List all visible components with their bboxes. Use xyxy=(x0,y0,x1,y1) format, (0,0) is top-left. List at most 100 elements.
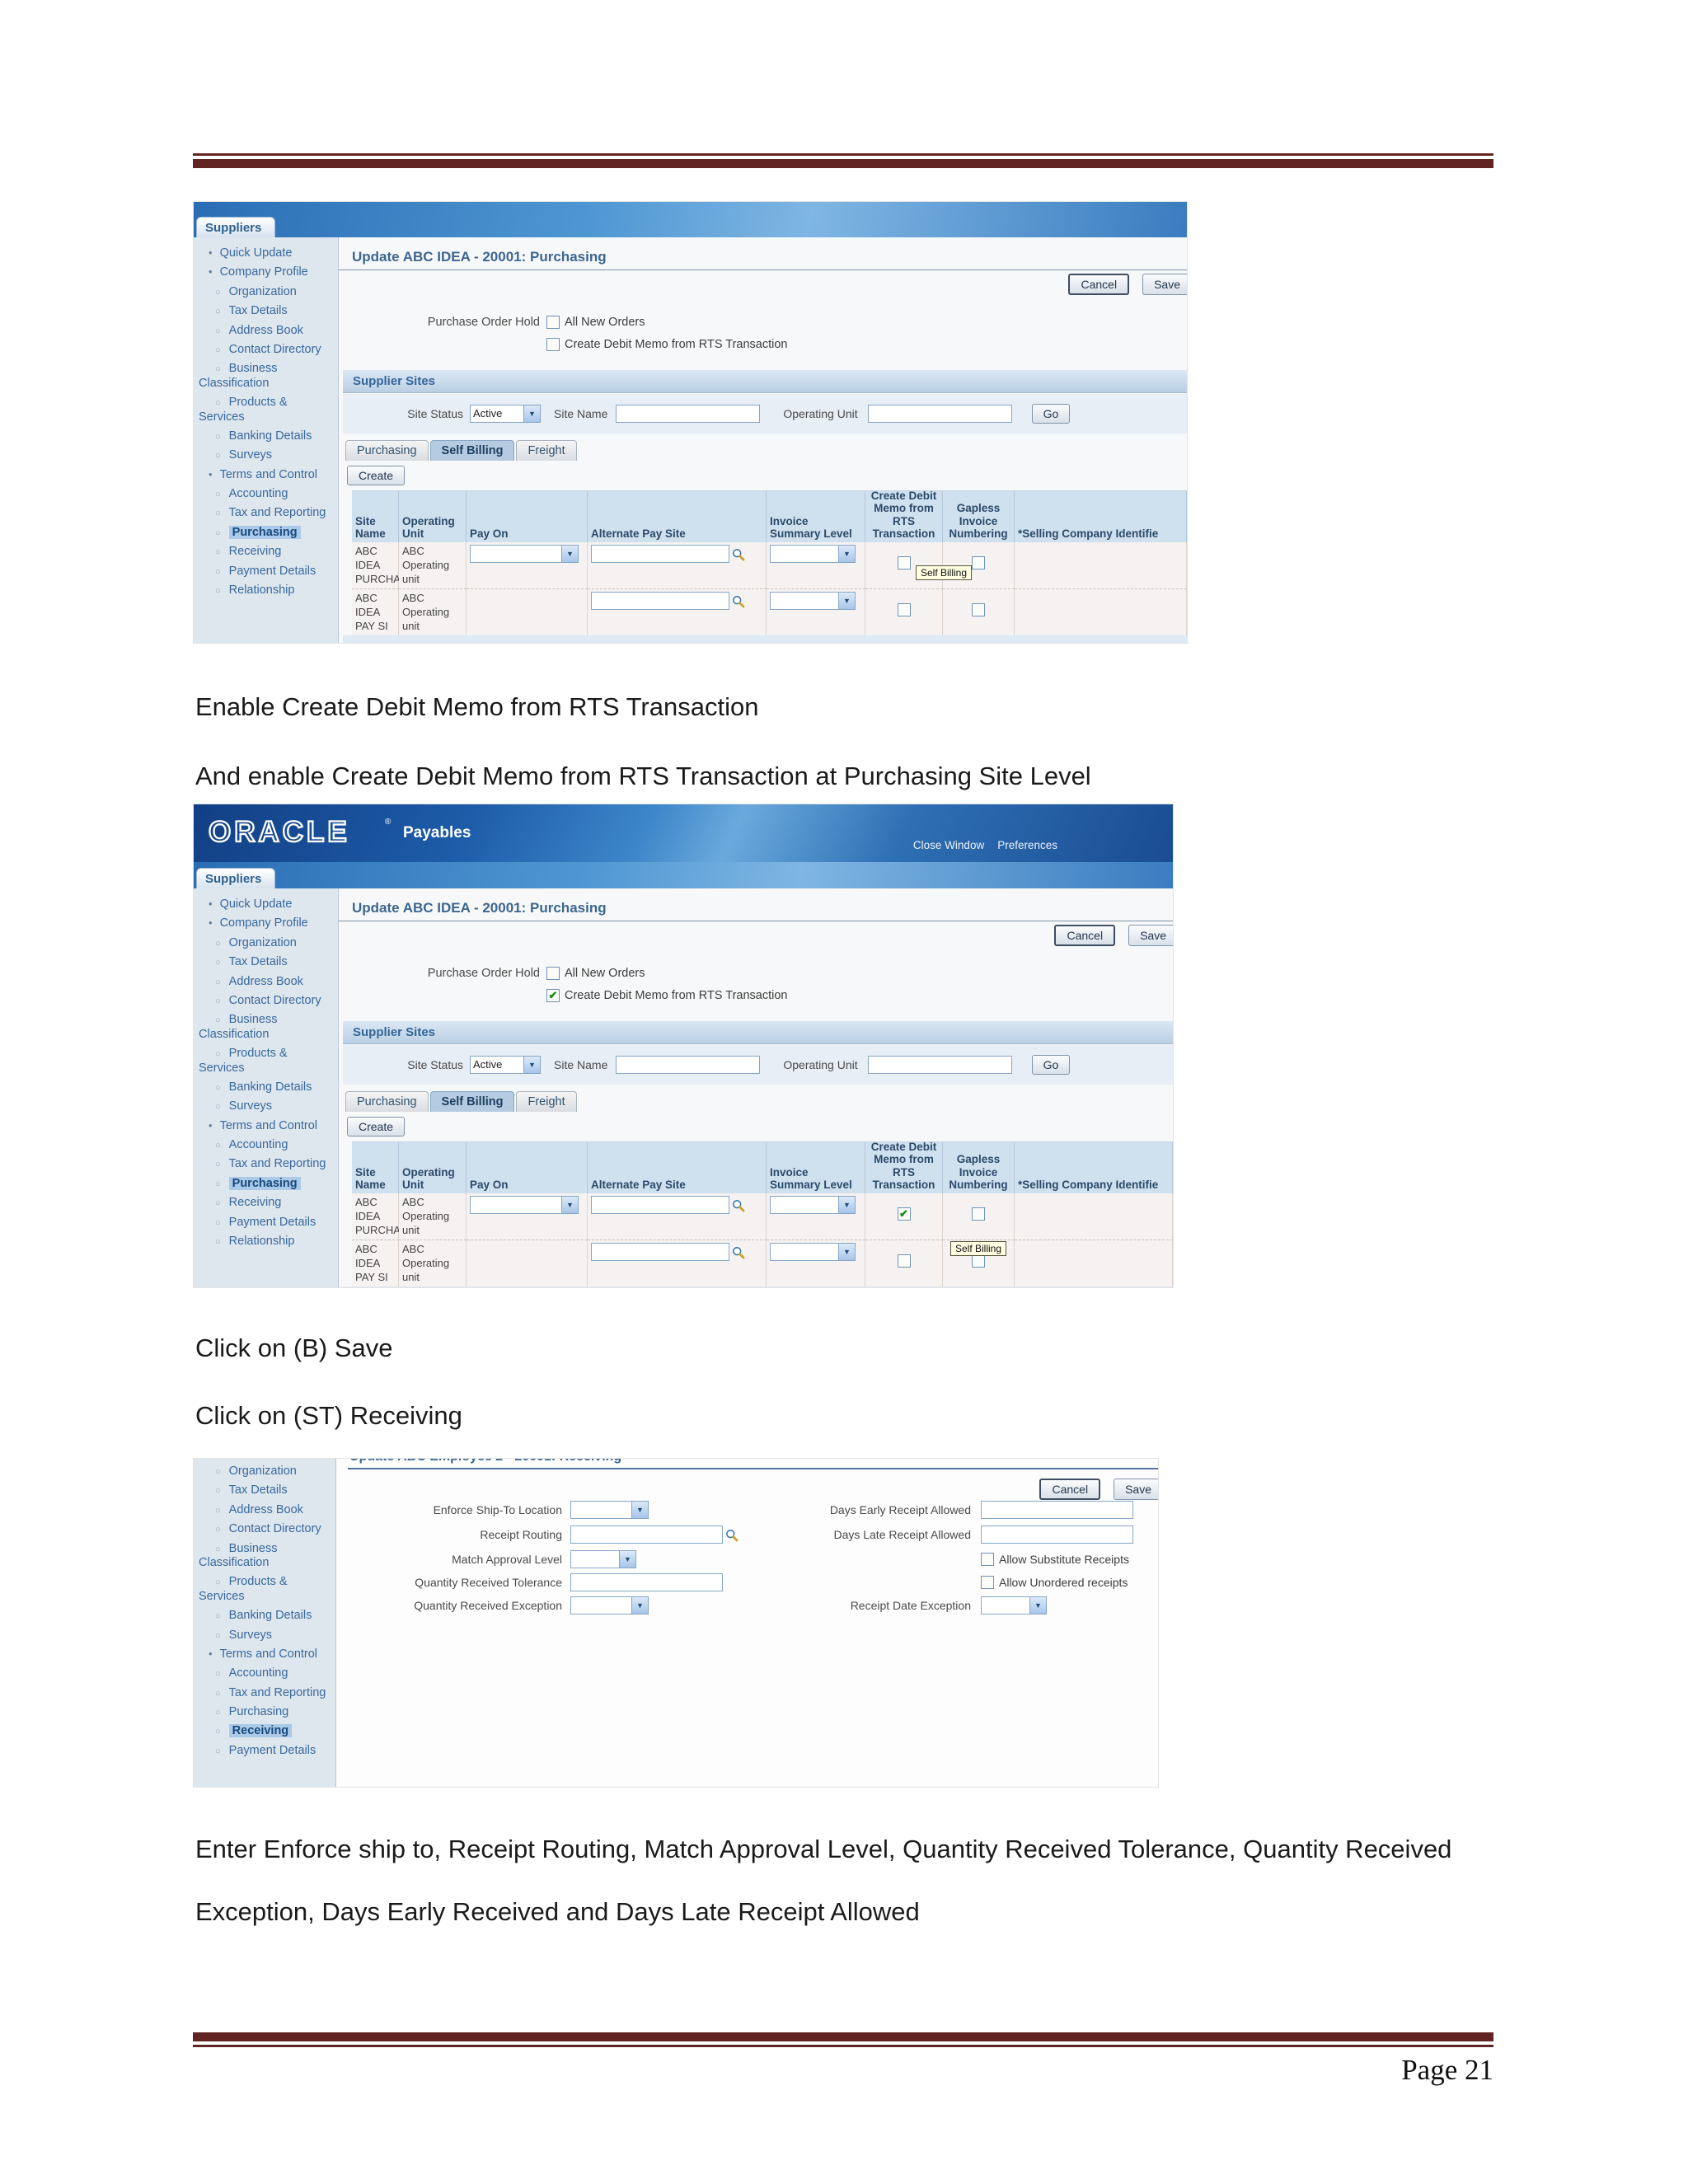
chevron-down-icon[interactable]: ▼ xyxy=(631,1597,648,1614)
invoice-summary-level-select[interactable]: ▼ xyxy=(770,1243,856,1261)
sidebar-item-payment-details[interactable]: ○ Payment Details xyxy=(194,562,338,581)
sidebar-item-organization[interactable]: ○ Organization xyxy=(194,1462,335,1481)
sidebar-item-purchasing[interactable]: ○ Purchasing xyxy=(194,1703,335,1722)
sidebar-item-terms-and-control[interactable]: • Terms and Control xyxy=(194,466,338,485)
chevron-down-icon[interactable]: ▼ xyxy=(561,1197,578,1213)
go-button[interactable]: Go xyxy=(1031,404,1071,424)
allow-unordered-receipts-checkbox[interactable] xyxy=(981,1576,994,1589)
search-icon[interactable] xyxy=(725,1529,738,1542)
sidebar-item-payment-details[interactable]: ○ Payment Details xyxy=(194,1741,335,1760)
chevron-down-icon[interactable]: ▼ xyxy=(523,1057,540,1073)
sidebar-item-contact-directory[interactable]: ○ Contact Directory xyxy=(194,991,338,1010)
row-create-debit-memo-checkbox[interactable] xyxy=(897,555,911,569)
sidebar-item-tax-and-reporting[interactable]: ○ Tax and Reporting xyxy=(194,504,338,523)
cancel-button[interactable]: Cancel xyxy=(1039,1479,1101,1500)
row-create-debit-memo-checkbox[interactable] xyxy=(897,1254,911,1268)
sidebar-item-products-services[interactable]: ○ Products & Services xyxy=(194,1044,338,1078)
search-icon[interactable] xyxy=(732,548,745,561)
sidebar-item-contact-directory[interactable]: ○ Contact Directory xyxy=(194,340,338,359)
sidebar-item-payment-details[interactable]: ○ Payment Details xyxy=(194,1213,338,1232)
site-name-input[interactable] xyxy=(616,1056,761,1074)
sidebar-item-business-classification[interactable]: ○ Business Classification xyxy=(194,359,338,393)
sidebar-item-accounting[interactable]: ○ Accounting xyxy=(194,1664,335,1683)
sidebar-item-address-book[interactable]: ○ Address Book xyxy=(194,1501,335,1520)
sidebar-item-tax-details[interactable]: ○ Tax Details xyxy=(194,1481,335,1500)
cancel-button[interactable]: Cancel xyxy=(1068,274,1130,295)
sidebar-item-banking-details[interactable]: ○ Banking Details xyxy=(194,1078,338,1097)
sidebar-item-purchasing[interactable]: ○ Purchasing xyxy=(194,1174,338,1193)
sidebar-item-accounting[interactable]: ○ Accounting xyxy=(194,485,338,504)
save-button[interactable]: Save xyxy=(1128,925,1173,946)
quantity-received-tolerance-input[interactable] xyxy=(570,1573,723,1591)
sidebar-item-tax-details[interactable]: ○ Tax Details xyxy=(194,953,338,972)
pay-on-select[interactable]: ▼ xyxy=(470,1196,579,1214)
pay-on-select[interactable]: ▼ xyxy=(470,545,579,563)
sidebar-item-products-services[interactable]: ○ Products & Services xyxy=(194,1572,335,1606)
search-icon[interactable] xyxy=(732,1246,745,1259)
search-icon[interactable] xyxy=(732,595,745,608)
sidebar-item-tax-and-reporting[interactable]: ○ Tax and Reporting xyxy=(194,1684,335,1703)
sidebar-item-organization[interactable]: ○ Organization xyxy=(194,283,338,302)
row-gapless-invoice-checkbox[interactable] xyxy=(972,555,985,569)
create-debit-memo-checkbox[interactable]: ✔ xyxy=(546,989,560,1002)
create-button[interactable]: Create xyxy=(347,1117,406,1137)
sidebar-item-quick-update[interactable]: • Quick Update xyxy=(194,244,338,263)
sidebar-item-tax-details[interactable]: ○ Tax Details xyxy=(194,302,338,321)
receipt-routing-input[interactable] xyxy=(570,1526,723,1544)
chevron-down-icon[interactable]: ▼ xyxy=(1029,1597,1046,1614)
alternate-pay-site-input[interactable] xyxy=(591,1196,729,1214)
tab-freight[interactable]: Freight xyxy=(516,1091,577,1112)
sidebar-item-relationship[interactable]: ○ Relationship xyxy=(194,1232,338,1251)
days-early-receipt-allowed-input[interactable] xyxy=(981,1501,1133,1519)
sidebar-item-receiving[interactable]: ○ Receiving xyxy=(194,1193,338,1212)
sidebar-item-surveys[interactable]: ○ Surveys xyxy=(194,1097,338,1116)
alternate-pay-site-input[interactable] xyxy=(591,1243,729,1261)
sidebar-item-purchasing[interactable]: ○ Purchasing xyxy=(194,523,338,542)
tab-purchasing[interactable]: Purchasing xyxy=(345,1091,429,1112)
invoice-summary-level-select[interactable]: ▼ xyxy=(770,592,856,610)
sidebar-item-organization[interactable]: ○ Organization xyxy=(194,934,338,953)
alternate-pay-site-input[interactable] xyxy=(591,592,729,610)
all-new-orders-checkbox[interactable] xyxy=(546,967,560,980)
chevron-down-icon[interactable]: ▼ xyxy=(838,546,855,562)
sidebar-item-relationship[interactable]: ○ Relationship xyxy=(194,581,338,600)
sidebar-item-surveys[interactable]: ○ Surveys xyxy=(194,446,338,465)
sidebar-item-terms-and-control[interactable]: • Terms and Control xyxy=(194,1117,338,1136)
all-new-orders-checkbox[interactable] xyxy=(546,316,560,329)
sidebar-item-address-book[interactable]: ○ Address Book xyxy=(194,321,338,340)
site-status-select[interactable]: Active ▼ xyxy=(470,405,541,423)
chevron-down-icon[interactable]: ▼ xyxy=(838,1244,855,1260)
sidebar-item-accounting[interactable]: ○ Accounting xyxy=(194,1136,338,1155)
sidebar-item-banking-details[interactable]: ○ Banking Details xyxy=(194,1606,335,1625)
quantity-received-exception-select[interactable]: ▼ xyxy=(570,1596,649,1615)
save-button[interactable]: Save xyxy=(1142,274,1187,295)
sidebar-item-products-services[interactable]: ○ Products & Services xyxy=(194,393,338,427)
receipt-date-exception-select[interactable]: ▼ xyxy=(981,1596,1047,1615)
sidebar-item-business-classification[interactable]: ○ Business Classification xyxy=(194,1010,338,1044)
cancel-button[interactable]: Cancel xyxy=(1054,925,1116,946)
tab-suppliers[interactable]: Suppliers xyxy=(196,217,276,237)
go-button[interactable]: Go xyxy=(1031,1055,1071,1075)
sidebar-item-tax-and-reporting[interactable]: ○ Tax and Reporting xyxy=(194,1155,338,1174)
chevron-down-icon[interactable]: ▼ xyxy=(619,1551,635,1568)
preferences-link[interactable]: Preferences xyxy=(997,839,1057,851)
chevron-down-icon[interactable]: ▼ xyxy=(838,593,855,609)
sidebar-item-address-book[interactable]: ○ Address Book xyxy=(194,972,338,991)
close-window-link[interactable]: Close Window xyxy=(912,839,985,851)
sidebar-item-quick-update[interactable]: • Quick Update xyxy=(194,895,338,914)
sidebar-item-surveys[interactable]: ○ Surveys xyxy=(194,1626,335,1645)
tab-self-billing[interactable]: Self Billing xyxy=(429,440,515,461)
enforce-ship-to-location-select[interactable]: ▼ xyxy=(570,1501,649,1519)
sidebar-item-receiving[interactable]: ○ Receiving xyxy=(194,1722,335,1741)
sidebar-item-business-classification[interactable]: ○ Business Classification xyxy=(194,1540,335,1573)
allow-substitute-receipts-checkbox[interactable] xyxy=(981,1553,994,1566)
alternate-pay-site-input[interactable] xyxy=(591,545,729,563)
sidebar-item-receiving[interactable]: ○ Receiving xyxy=(194,542,338,561)
sidebar-item-banking-details[interactable]: ○ Banking Details xyxy=(194,427,338,446)
row-gapless-invoice-checkbox[interactable] xyxy=(972,602,985,616)
operating-unit-input[interactable] xyxy=(867,405,1012,423)
row-create-debit-memo-checkbox[interactable] xyxy=(897,602,911,616)
site-status-select[interactable]: Active ▼ xyxy=(470,1056,541,1074)
row-gapless-invoice-checkbox[interactable] xyxy=(972,1207,985,1221)
sidebar-item-company-profile[interactable]: • Company Profile xyxy=(194,263,338,282)
